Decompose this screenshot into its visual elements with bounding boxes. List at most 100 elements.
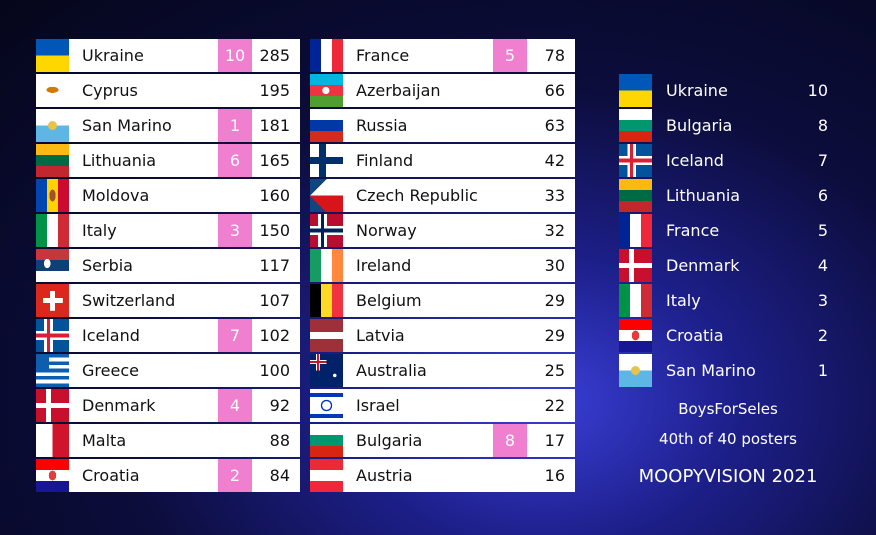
country-name: Austria: [356, 466, 413, 485]
flag: [36, 424, 69, 457]
score-row: [36, 109, 300, 142]
flag: [619, 354, 652, 387]
vote-points: 10: [807, 81, 828, 100]
flag: [619, 214, 652, 247]
score-row: [310, 74, 575, 107]
points-received: 8: [493, 424, 527, 457]
country-name: Ukraine: [82, 46, 144, 65]
vote-country: Italy: [666, 291, 701, 310]
flag: [36, 109, 69, 142]
points-received: 4: [218, 389, 252, 422]
flag: [310, 214, 343, 247]
score-row: [310, 284, 575, 317]
country-name: Belgium: [356, 291, 422, 310]
flag: [619, 109, 652, 142]
vote-country: Bulgaria: [666, 116, 733, 135]
country-name: Cyprus: [82, 81, 138, 100]
points-received: 5: [493, 39, 527, 72]
total-points: 42: [544, 151, 565, 170]
total-points: 30: [544, 256, 565, 275]
score-row: [310, 249, 575, 282]
total-points: 150: [259, 221, 290, 240]
country-name: Norway: [356, 221, 417, 240]
vote-points: 3: [817, 291, 828, 310]
flag: [310, 74, 343, 107]
total-points: 16: [544, 466, 565, 485]
points-received: 6: [218, 144, 252, 177]
total-points: 29: [544, 326, 565, 345]
flag: [310, 179, 343, 212]
flag: [619, 144, 652, 177]
vote-country: Croatia: [666, 326, 724, 345]
flag: [310, 459, 343, 492]
score-row: [310, 319, 575, 352]
total-points: 165: [259, 151, 290, 170]
total-points: 84: [269, 466, 290, 485]
total-points: 100: [259, 361, 290, 380]
points-received: 7: [218, 319, 252, 352]
flag: [310, 284, 343, 317]
vote-points: 7: [817, 151, 828, 170]
score-row: [36, 319, 300, 352]
country-name: Azerbaijan: [356, 81, 441, 100]
country-name: Finland: [356, 151, 414, 170]
vote-points: 2: [817, 326, 828, 345]
flag: [36, 214, 69, 247]
country-name: Greece: [82, 361, 139, 380]
total-points: 88: [269, 431, 290, 450]
flag: [36, 144, 69, 177]
country-name: Russia: [356, 116, 408, 135]
flag: [310, 424, 343, 457]
flag: [619, 74, 652, 107]
vote-country: Denmark: [666, 256, 740, 275]
score-row: [36, 459, 300, 492]
total-points: 102: [259, 326, 290, 345]
flag: [619, 319, 652, 352]
total-points: 63: [544, 116, 565, 135]
country-name: Italy: [82, 221, 117, 240]
country-name: Latvia: [356, 326, 405, 345]
score-row: [36, 144, 300, 177]
total-points: 78: [544, 46, 565, 65]
vote-points: 8: [817, 116, 828, 135]
score-row: [36, 389, 300, 422]
country-name: Moldova: [82, 186, 150, 205]
vote-country: San Marino: [666, 361, 756, 380]
flag: [36, 249, 69, 282]
score-row: [36, 74, 300, 107]
total-points: 33: [544, 186, 565, 205]
score-row: [310, 214, 575, 247]
score-row: [36, 249, 300, 282]
vote-country: Ukraine: [666, 81, 728, 100]
points-received: 10: [218, 39, 252, 72]
country-name: Switzerland: [82, 291, 176, 310]
total-points: 181: [259, 116, 290, 135]
country-name: Bulgaria: [356, 431, 423, 450]
flag: [36, 179, 69, 212]
score-row: [36, 179, 300, 212]
flag: [310, 39, 343, 72]
flag: [36, 284, 69, 317]
total-points: 29: [544, 291, 565, 310]
flag: [36, 319, 69, 352]
country-name: Lithuania: [82, 151, 157, 170]
flag: [36, 74, 69, 107]
flag: [310, 354, 343, 387]
score-row: [36, 284, 300, 317]
country-name: Serbia: [82, 256, 133, 275]
vote-country: Lithuania: [666, 186, 741, 205]
rank: 40th of 40 posters: [659, 430, 797, 448]
score-row: [36, 424, 300, 457]
total-points: 25: [544, 361, 565, 380]
points-received: 2: [218, 459, 252, 492]
score-row: [310, 354, 575, 387]
score-row: [36, 39, 300, 72]
flag: [36, 389, 69, 422]
total-points: 17: [544, 431, 565, 450]
flag: [36, 354, 69, 387]
vote-country: Iceland: [666, 151, 724, 170]
total-points: 117: [259, 256, 290, 275]
score-row: [36, 214, 300, 247]
country-name: Ireland: [356, 256, 412, 275]
